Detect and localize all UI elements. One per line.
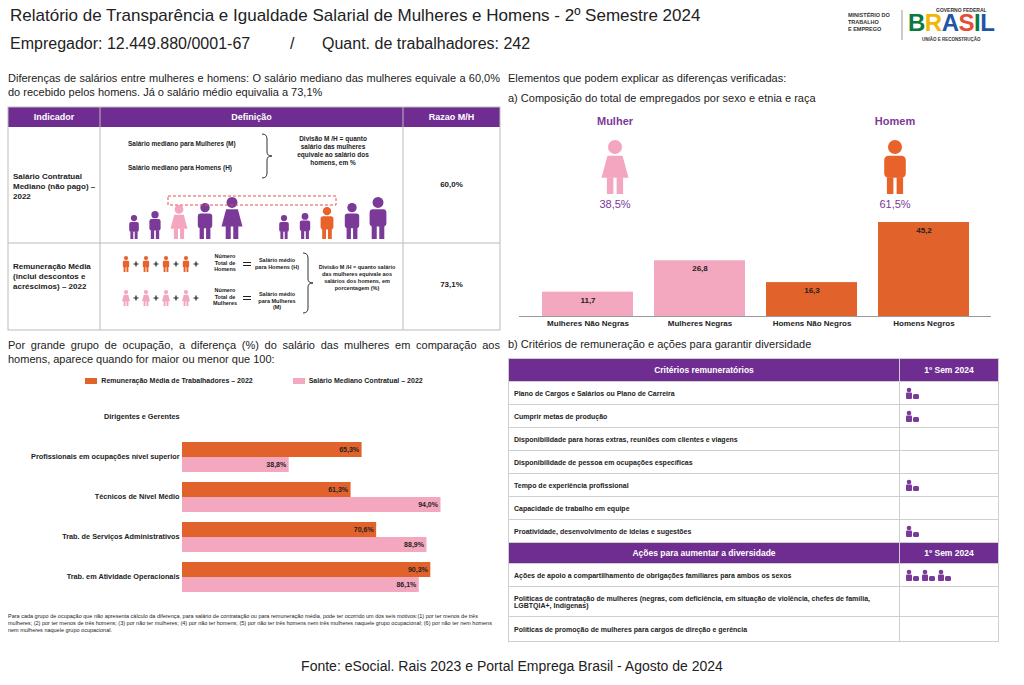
html-text:UNIÃO E RECONSTRUÇÃO: UNIÃO E RECONSTRUÇÃO [922,37,981,42]
html-text:1º Sem 2024: 1º Sem 2024 [924,548,974,558]
svg-text:86,1%: 86,1% [396,581,417,589]
html-text:Políticas de contratação de mu: Políticas de contratação de mulheres (ne… [514,594,870,609]
html-text:Ações de apoio a compartilhame: Ações de apoio a compartilhamento de obr… [514,571,792,579]
svg-text:Mulheres Negras: Mulheres Negras [668,319,733,328]
html-text:Relatório de Transparência e I: Relatório de Transparência e Igualdade S… [10,6,701,25]
svg-text:Trab. em Atividade Operacionai: Trab. em Atividade Operacionais [67,572,180,581]
html-text:Empregador: 12.449.880/0001-67: Empregador: 12.449.880/0001-67 [10,35,251,52]
svg-text:94,0%: 94,0% [418,501,439,509]
html-text:61,5%: 61,5% [879,198,911,210]
svg-text:65,3%: 65,3% [339,446,360,454]
svg-text:26,8: 26,8 [692,264,708,273]
svg-text:88,9%: 88,9% [404,541,425,549]
svg-text:Profissionais em ocupações nív: Profissionais em ocupações nível superio… [31,452,180,461]
svg-text:70,6%: 70,6% [354,526,375,534]
html-text:60,0%: 60,0% [440,180,463,189]
html-text:Disponibilidade para horas ext: Disponibilidade para horas extras, reuni… [514,435,738,443]
html-text:Definição: Definição [231,112,272,122]
html-text:Número Total de Homens: Número Total de Homens [214,253,236,272]
svg-text:11,7: 11,7 [580,296,596,305]
svg-text:Técnicos de Nível Médio: Técnicos de Nível Médio [95,492,180,501]
html-text:MINISTÉRIO DO: MINISTÉRIO DO [848,12,890,18]
svg-text:90,3%: 90,3% [408,566,429,574]
html-text:Salário mediano para Mulheres: Salário mediano para Mulheres (M) [128,140,236,147]
html-text:b) Critérios de remuneração e: b) Critérios de remuneração e ações para… [508,338,812,350]
html-text:Salário Mediano Contratual – 2: Salário Mediano Contratual – 2022 [308,377,423,384]
svg-text:61,3%: 61,3% [328,486,349,494]
html-text:Divisão M /H = quanto salário: Divisão M /H = quanto salário das mulher… [297,135,369,166]
html-text:a) Composição do total de empr: a) Composição do total de empregados por… [508,92,816,104]
svg-text:38,8%: 38,8% [266,461,287,469]
html-text:1º Sem 2024: 1º Sem 2024 [924,365,974,375]
svg-text:45,2: 45,2 [916,226,932,235]
html-text:73,1%: 73,1% [440,280,463,289]
html-text:Proatividade, desenvolvimento: Proatividade, desenvolvimento de ideias … [514,527,692,535]
svg-text:16,3: 16,3 [804,286,820,295]
html-text:Diferenças de salários entre m: Diferenças de salários entre mulheres e … [8,72,500,98]
html-text:GOVERNO FEDERAL: GOVERNO FEDERAL [936,7,987,13]
html-text:Remuneração Média de Trabalhad: Remuneração Média de Trabalhadores – 202… [101,377,253,384]
html-text:Fonte: eSocial. Rais 2023 e Po: Fonte: eSocial. Rais 2023 e Portal Empre… [301,658,723,674]
html-text:Cumprir metas de produção: Cumprir metas de produção [514,412,608,420]
html-text:Quant. de trabalhadores: 242: Quant. de trabalhadores: 242 [322,35,531,52]
html-text:Políticas de promoção de mulhe: Políticas de promoção de mulheres para c… [514,625,747,633]
svg-text:Mulheres Não Negras: Mulheres Não Negras [547,319,629,328]
html-text:Salário médio para Mulheres (M: Salário médio para Mulheres (M) [258,291,296,310]
svg-text:Homens Negros: Homens Negros [893,319,955,328]
html-text:Número Total de Mulheres: Número Total de Mulheres [212,287,238,306]
html-text:Disponibilidade de pessoa em o: Disponibilidade de pessoa em ocupações e… [514,458,693,466]
html-text:Ações para aumentar a diversid: Ações para aumentar a diversidade [632,548,776,558]
html-text:Salário Contratual Mediano (nã: Salário Contratual Mediano (não pago) – … [13,172,96,201]
html-text:Critérios remuneratórios: Critérios remuneratórios [654,365,754,375]
html-text:Homem: Homem [874,115,916,127]
html-text:Salário mediano para Homens (H: Salário mediano para Homens (H) [128,164,232,171]
html-text:Para cada grupo de ocupação qu: Para cada grupo de ocupação que não apre… [8,613,492,633]
svg-text:Dirigentes e Gerentes: Dirigentes e Gerentes [104,412,179,421]
html-text:Elementos que podem explicar a: Elementos que podem explicar as diferenç… [508,72,787,84]
html-text:Salário médio para Homens (H): Salário médio para Homens (H) [255,257,299,270]
svg-text:Homens Não Negros: Homens Não Negros [773,319,852,328]
html-text:Mulher: Mulher [597,115,633,127]
html-text:Razao M/H: Razao M/H [428,112,475,122]
html-text:Por grande grupo de ocupação,: Por grande grupo de ocupação, a diferenç… [8,339,500,365]
html-text:Capacidade de trabalho em equi: Capacidade de trabalho em equipe [514,504,630,512]
html-text:Indicador: Indicador [33,112,75,122]
html-text:38,5%: 38,5% [599,198,631,210]
html-text:Plano de Cargos e Salários ou: Plano de Cargos e Salários ou Plano de C… [514,389,675,397]
html-text:Remuneração Média (inclui desc: Remuneração Média (inclui descontos e ac… [13,262,91,291]
html-text:B R A S I L: B R A S I L [908,9,995,36]
html-text:Tempo de experiência profissio: Tempo de experiência profissional [514,481,629,489]
svg-text:Trab. de Serviços Administrati: Trab. de Serviços Administrativos [62,532,179,541]
html-text:TRABALHO: TRABALHO [848,19,879,25]
html-text:E EMPREGO: E EMPREGO [848,26,882,32]
html-text:Divisão M /H = quanto salário: Divisão M /H = quanto salário das mulher… [318,264,396,291]
